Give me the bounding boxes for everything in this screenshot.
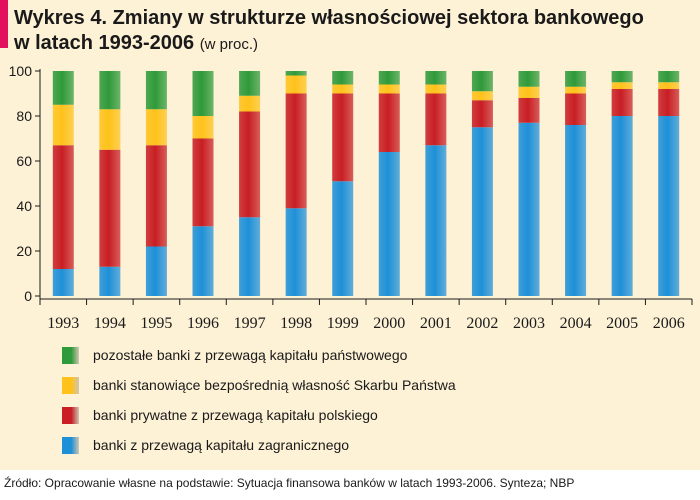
legend-swatch-state-other <box>62 346 79 364</box>
legend-label-polish-private: banki prywatne z przewagą kapitału polsk… <box>93 407 378 423</box>
bar-segment <box>52 71 74 105</box>
bar-segment <box>658 82 680 89</box>
x-tick-label: 1993 <box>47 315 79 332</box>
legend-swatch-polish-private <box>62 406 79 424</box>
stacked-bar-chart: 0 20 40 60 80 100 1993 1994 1995 1996 1997 1998 1999… <box>9 63 693 332</box>
bar-segment <box>145 145 167 247</box>
bar-segment <box>518 122 540 296</box>
bar-segment <box>611 116 633 296</box>
bar-segment <box>378 152 400 296</box>
y-tick-label: 40 <box>16 198 32 214</box>
bar-segment <box>145 109 167 146</box>
chart-title-main: Wykres 4. Zmiany w strukturze własnościo… <box>14 7 644 29</box>
legend-swatch-foreign <box>62 436 79 454</box>
y-tick-label: 80 <box>16 108 32 124</box>
bar-segment <box>471 100 493 128</box>
bar-segment <box>658 71 680 83</box>
bar-segment <box>611 82 633 89</box>
x-tick-label: 1997 <box>234 315 266 332</box>
bar-segment <box>425 84 447 94</box>
bar-segment <box>378 93 400 152</box>
y-tick-label: 20 <box>16 243 32 259</box>
y-tick-label: 0 <box>24 288 32 304</box>
x-tick-label: 1999 <box>327 315 359 332</box>
bar-segment <box>518 71 540 87</box>
bar-segment <box>285 71 307 76</box>
bar-segment <box>192 138 214 227</box>
legend-label-foreign: banki z przewagą kapitału zagranicznego <box>93 437 350 453</box>
bar-segment <box>192 71 214 116</box>
bar-segment <box>518 98 540 123</box>
bar-segment <box>192 116 214 139</box>
bar-segment <box>611 89 633 116</box>
bar-segment <box>332 181 354 296</box>
x-tick-label: 2003 <box>513 315 545 332</box>
bar-segment <box>239 95 261 112</box>
x-tick-label: 1994 <box>94 315 126 332</box>
bar-segment <box>239 111 261 218</box>
bar-segment <box>285 93 307 209</box>
bar-segment <box>99 71 121 110</box>
source-note: Źródło: Opracowanie własne na podstawie:… <box>4 476 575 490</box>
bar-segment <box>239 71 261 96</box>
legend-item-foreign: banki z przewagą kapitału zagranicznego <box>62 430 456 460</box>
x-tick-label: 2006 <box>653 315 685 332</box>
bar-segment <box>145 71 167 110</box>
bar-segment <box>425 145 447 296</box>
chart-legend: pozostałe banki z przewagą kapitału pańs… <box>62 340 456 460</box>
x-tick-label: 2004 <box>560 315 592 332</box>
bar-segment <box>565 93 587 125</box>
bar-segment <box>52 145 74 269</box>
bar-segment <box>425 93 447 146</box>
legend-item-polish-private: banki prywatne z przewagą kapitału polsk… <box>62 400 456 430</box>
bar-segment <box>378 84 400 94</box>
bar-segment <box>332 93 354 182</box>
y-tick-label: 100 <box>9 63 33 79</box>
bar-segment <box>192 226 214 296</box>
x-tick-label: 2002 <box>466 315 498 332</box>
bar-segment <box>52 104 74 146</box>
bar-segment <box>518 86 540 98</box>
legend-label-state-treasury: banki stanowiące bezpośrednią własność S… <box>93 377 456 393</box>
bar-segment <box>565 86 587 94</box>
bar-segment <box>471 91 493 101</box>
bar-segment <box>99 109 121 150</box>
bar-segment <box>565 125 587 296</box>
chart-title: Wykres 4. Zmiany w strukturze własnościo… <box>14 6 694 57</box>
bar-segment <box>471 71 493 92</box>
y-tick-label: 60 <box>16 153 32 169</box>
bar-segment <box>611 71 633 83</box>
x-tick-label: 1996 <box>187 315 219 332</box>
legend-swatch-state-treasury <box>62 376 79 394</box>
bar-segment <box>99 266 121 296</box>
bar-segment <box>471 127 493 296</box>
legend-item-state-other: pozostałe banki z przewagą kapitału pańs… <box>62 340 456 370</box>
bar-segment <box>425 71 447 85</box>
bar-segment <box>658 116 680 296</box>
x-tick-label: 2005 <box>606 315 638 332</box>
legend-label-state-other: pozostałe banki z przewagą kapitału pańs… <box>93 347 408 363</box>
x-tick-label: 1998 <box>280 315 312 332</box>
bar-segment <box>332 84 354 94</box>
bar-segment <box>239 217 261 296</box>
x-tick-label: 2000 <box>373 315 405 332</box>
chart-title-unit: (w proc.) <box>199 36 259 53</box>
chart-title-years: w latach 1993-2006 <box>14 32 195 54</box>
x-tick-label: 1995 <box>140 315 172 332</box>
bar-segment <box>285 75 307 94</box>
bar-segment <box>52 269 74 296</box>
legend-item-state-treasury: banki stanowiące bezpośrednią własność S… <box>62 370 456 400</box>
x-tick-label: 2001 <box>420 315 452 332</box>
bar-segment <box>658 89 680 116</box>
bar-segment <box>99 149 121 267</box>
bar-segment <box>378 71 400 85</box>
bar-segment <box>285 208 307 296</box>
accent-bar <box>0 0 8 48</box>
bar-segment <box>565 71 587 87</box>
bar-segment <box>145 246 167 296</box>
bar-segment <box>332 71 354 85</box>
